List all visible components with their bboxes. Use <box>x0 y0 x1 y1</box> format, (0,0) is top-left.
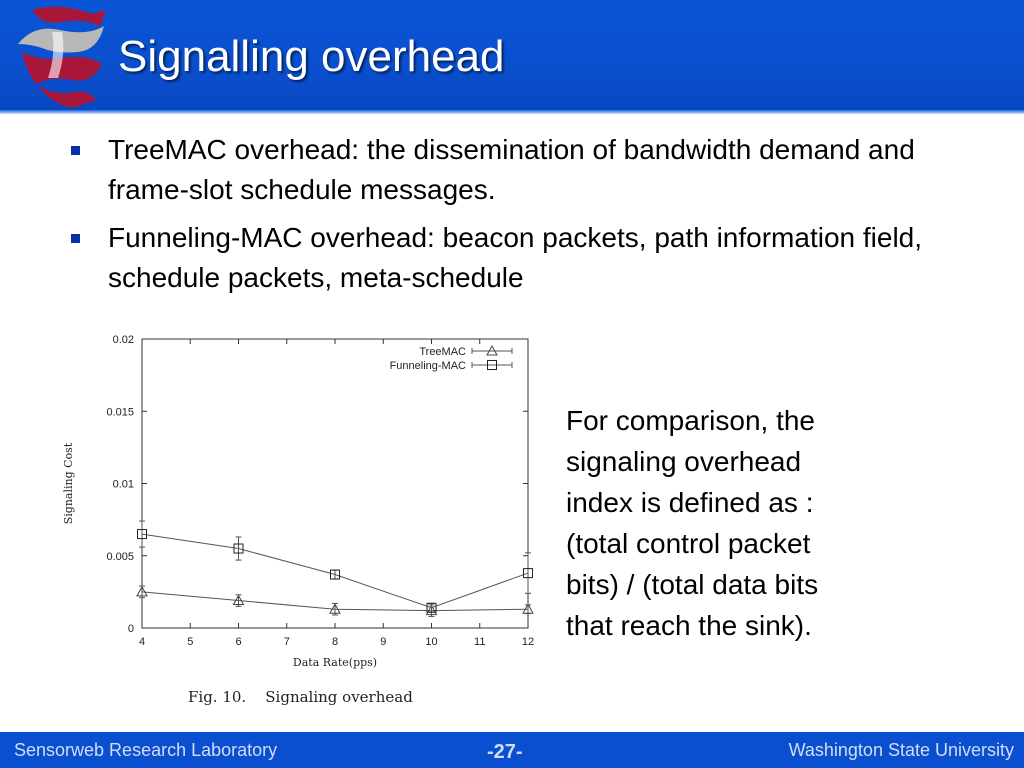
x-tick-label: 12 <box>522 636 534 648</box>
x-tick-label: 6 <box>235 636 241 648</box>
y-tick-label: 0.015 <box>106 406 134 418</box>
figure-caption: Fig. 10. Signaling overhead <box>188 688 413 706</box>
page-number: -27- <box>487 741 523 763</box>
data-point-square <box>426 602 437 613</box>
header-divider <box>0 110 1024 114</box>
data-point-triangle <box>522 603 534 614</box>
y-axis-label: Signaling Cost <box>62 442 75 524</box>
x-tick-label: 10 <box>425 636 437 648</box>
legend-label: TreeMAC <box>419 346 466 358</box>
y-tick-label: 0.01 <box>113 479 134 491</box>
data-point-triangle <box>136 585 148 597</box>
comparison-note: For comparison, the signaling overhead i… <box>566 405 819 641</box>
x-axis-label: Data Rate(pps) <box>293 656 377 669</box>
y-tick-label: 0 <box>128 623 134 635</box>
x-tick-label: 5 <box>187 636 193 648</box>
signaling-cost-chart: 0 0.005 0.01 0.015 0.02 4 5 6 7 8 9 10 11 12 Data Rate… <box>56 328 554 720</box>
x-tick-label: 11 <box>474 636 485 648</box>
footer-lab-name: Sensorweb Research Laboratory <box>14 740 278 760</box>
bullet-text: Funneling-MAC overhead: beacon packets, … <box>108 222 923 293</box>
square-bullet-icon <box>71 234 80 243</box>
footer-bar: Sensorweb Research Laboratory -27- Washi… <box>0 732 1024 768</box>
bullet-item: Funneling-MAC overhead: beacon packets, … <box>68 218 928 298</box>
legend-marker-square <box>487 360 497 370</box>
data-point-square <box>137 529 147 540</box>
data-point-triangle <box>329 603 341 614</box>
bullet-item: TreeMAC overhead: the dissemination of b… <box>68 130 928 210</box>
footer-university: Washington State University <box>788 740 1014 760</box>
square-bullet-icon <box>71 146 80 155</box>
y-tick-label: 0.02 <box>113 334 134 346</box>
legend-label: Funneling-MAC <box>390 360 466 372</box>
title-bar: Signalling overhead <box>0 0 1024 110</box>
data-point-square <box>330 569 340 580</box>
legend-marker-triangle <box>486 344 498 356</box>
x-tick-label: 9 <box>380 636 386 648</box>
data-point-triangle <box>232 594 245 606</box>
data-point-square <box>523 568 533 579</box>
data-point-triangle <box>425 604 438 616</box>
x-tick-label: 4 <box>139 636 145 648</box>
x-tick-label: 8 <box>332 636 338 648</box>
data-point-square <box>233 543 244 554</box>
wsu-cougar-logo-icon <box>18 6 106 108</box>
bullet-text: TreeMAC overhead: the dissemination of b… <box>108 134 915 205</box>
slide-title: Signalling overhead <box>118 32 505 81</box>
bullet-list: TreeMAC overhead: the dissemination of b… <box>68 130 928 306</box>
x-tick-label: 7 <box>284 636 290 648</box>
chart-svg: 0 0.005 0.01 0.015 0.02 4 5 6 7 8 9 10 11 12 Data Rate… <box>62 334 534 669</box>
plot-frame <box>141 338 529 629</box>
y-tick-label: 0.005 <box>106 551 134 563</box>
